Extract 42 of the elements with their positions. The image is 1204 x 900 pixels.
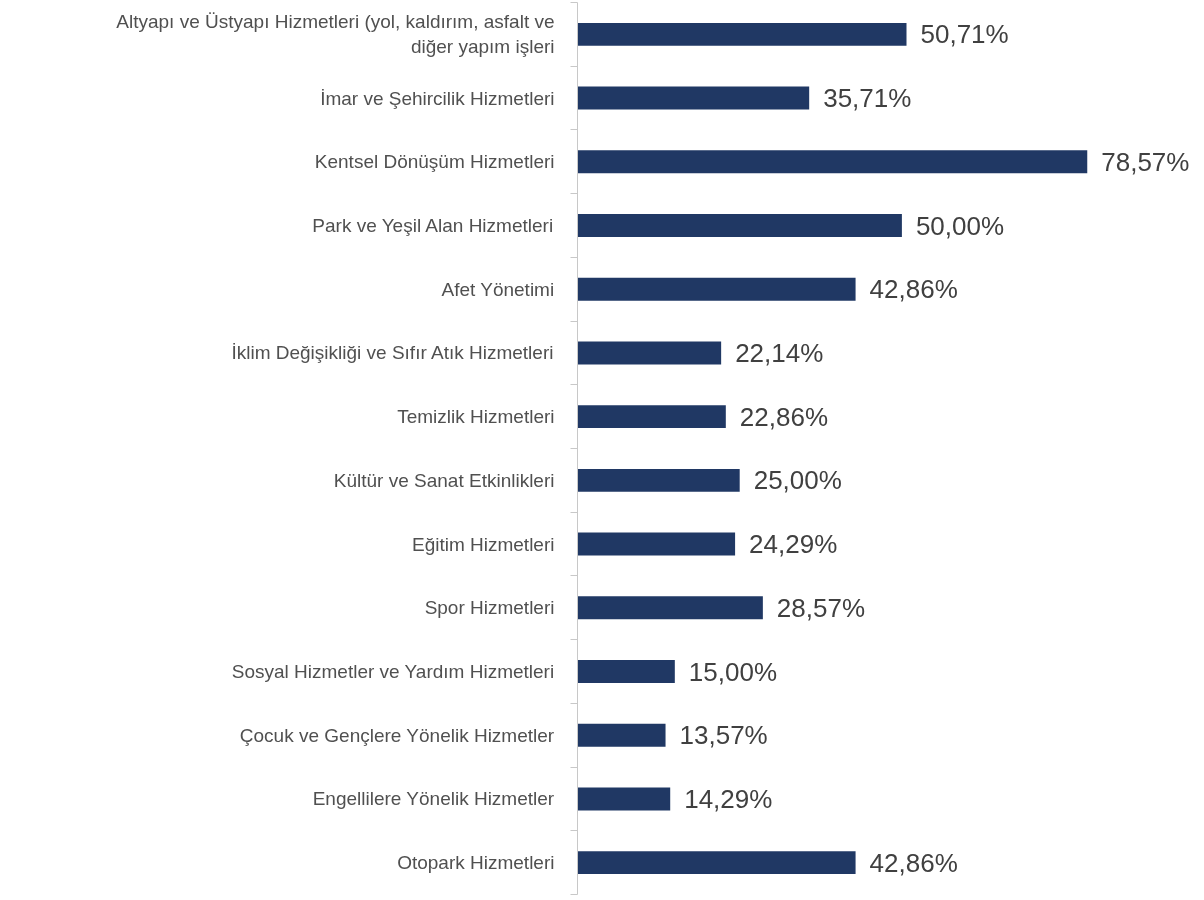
bar — [577, 596, 763, 620]
data-label: 15,00% — [688, 656, 778, 687]
bar — [577, 660, 675, 683]
data-label: 22,14% — [735, 337, 824, 368]
bar — [577, 277, 856, 301]
bar — [577, 532, 736, 556]
data-label: 42,86% — [869, 274, 958, 305]
y-tick-label: Kültür ve Sanat Etkinlikleri — [333, 469, 555, 491]
y-tick-label: Altyapı ve Üstyapı Hizmetleri (yol, kaldırım, asfalt ve diğer yapım işleri — [116, 11, 555, 58]
y-tick-label: Afet Yönetimi — [441, 278, 555, 300]
bar — [577, 341, 722, 365]
bar — [577, 787, 671, 811]
data-label: 14,29% — [684, 783, 773, 814]
bar — [577, 405, 726, 429]
data-label: 42,86% — [869, 847, 958, 878]
bar — [577, 214, 902, 237]
bar — [577, 86, 810, 110]
bar — [577, 22, 907, 46]
data-label: 50,71% — [920, 19, 1009, 50]
bar — [577, 150, 1088, 174]
data-label: 28,57% — [776, 592, 866, 623]
data-label: 35,71% — [823, 83, 912, 114]
y-tick-label: Kentsel Dönüşüm Hizmetleri — [314, 151, 555, 173]
y-tick-label: İklim Değişikliği ve Sıfır Atık Hizmetleri — [231, 342, 554, 364]
bar — [577, 851, 856, 875]
y-tick-label: Engellilere Yönelik Hizmetler — [312, 788, 555, 810]
y-tick-label: Spor Hizmetleri — [424, 597, 555, 619]
y-tick-label: Çocuk ve Gençlere Yönelik Hizmetler — [239, 724, 555, 746]
y-tick-label: Park ve Yeşil Alan Hizmetleri — [312, 215, 554, 236]
bar — [577, 723, 666, 747]
data-label: 13,57% — [679, 720, 768, 751]
data-label: 25,00% — [753, 465, 842, 496]
y-tick-label: Eğitim Hizmetleri — [411, 533, 555, 555]
data-label: 24,29% — [749, 529, 838, 560]
data-label: 78,57% — [1101, 146, 1190, 177]
y-tick-label: Temizlik Hizmetleri — [397, 406, 555, 428]
data-label: 22,86% — [739, 401, 828, 432]
y-tick-label: Otopark Hizmetleri — [397, 852, 555, 874]
y-tick-label: Sosyal Hizmetler ve Yardım Hizmetleri — [231, 661, 555, 682]
y-tick-label: İmar ve Şehircilik Hizmetleri — [320, 87, 555, 109]
data-label: 50,00% — [915, 210, 1005, 241]
bar — [577, 468, 740, 492]
